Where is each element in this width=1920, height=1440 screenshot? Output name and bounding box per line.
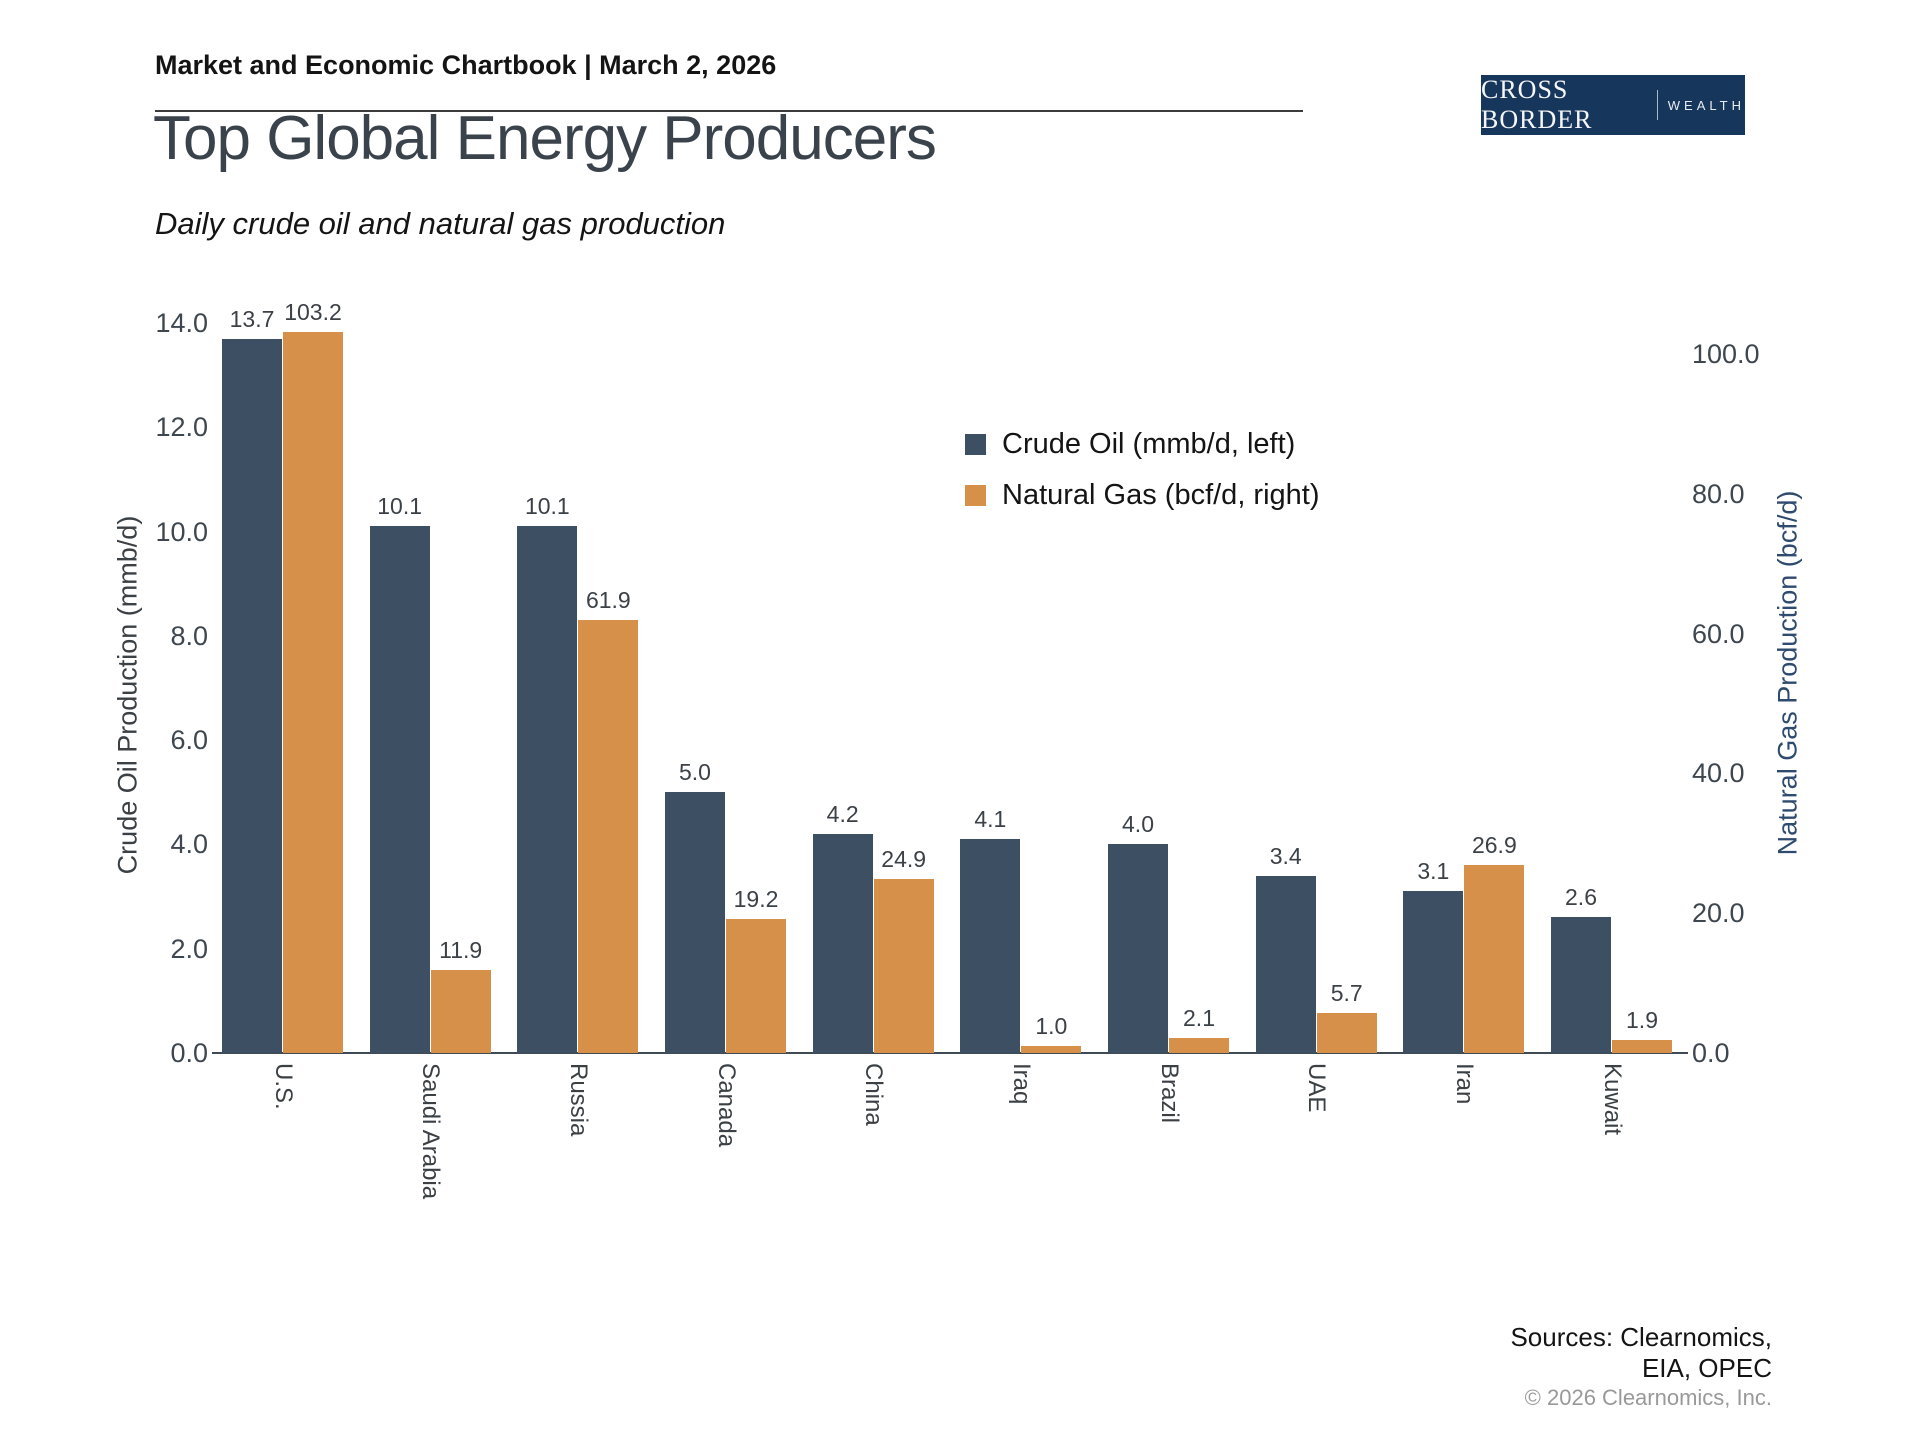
country-label: UAE [1303,1063,1331,1113]
crude-bar [1108,844,1169,1053]
crude-bar [812,834,873,1053]
crude-bar [1255,876,1316,1053]
crude-bar [369,526,430,1053]
page-subtitle: Daily crude oil and natural gas producti… [155,206,726,241]
x-axis-line [212,1052,1688,1054]
crude-bar [1551,917,1612,1053]
left-axis-tick-label: 14.0 [155,308,208,338]
brand-logo: CROSS BORDER WEALTH [1481,75,1745,135]
left-axis-tick-label: 4.0 [170,829,208,860]
legend-label-natural-gas: Natural Gas (bcf/d, right) [1002,479,1320,511]
left-axis-tick-label: 0.0 [170,1038,208,1068]
country-label: Canada [712,1063,740,1148]
left-axis-tick-label: 2.0 [170,933,208,964]
crude-value-label: 3.1 [1417,858,1450,884]
crude-value-label: 13.7 [229,306,275,332]
left-axis-tick-label: 8.0 [170,620,208,651]
gas-bar [430,970,491,1053]
left-axis-tick-label: 10.0 [155,516,208,547]
crude-bar [665,792,725,1053]
gas-bar [1169,1038,1230,1053]
gas-value-label: 26.9 [1471,832,1517,858]
right-axis-tick-label: 0.0 [1692,1038,1730,1068]
copyright-note: © 2026 Clearnomics, Inc. [1524,1385,1772,1410]
gas-value-label: 2.1 [1183,1005,1215,1031]
gas-bar [1316,1013,1377,1053]
natural-gas-swatch-icon [965,485,986,506]
crude-value-label: 5.0 [679,759,711,785]
right-axis-tick-label: 40.0 [1692,758,1745,789]
country-label: Saudi Arabia [417,1063,445,1200]
chart-legend: Crude Oil (mmb/d, left) Natural Gas (bcf… [965,428,1320,530]
gas-value-label: 1.0 [1035,1013,1068,1039]
crude-bar [1403,891,1464,1053]
gas-value-label: 19.2 [733,886,779,912]
brand-logo-secondary: WEALTH [1667,97,1745,113]
crude-value-label: 3.4 [1269,843,1302,869]
gas-value-label: 1.9 [1626,1007,1658,1033]
gas-value-label: 11.9 [439,937,483,963]
gas-bar [1612,1040,1673,1053]
crude-value-label: 4.1 [974,806,1007,832]
country-label: China [860,1063,888,1126]
country-label: Russia [564,1063,592,1137]
gas-bar [726,919,786,1053]
right-axis-tick-label: 100.0 [1692,339,1760,369]
sources-line-2: EIA, OPEC [1641,1353,1772,1383]
crude-bar [222,339,282,1053]
gas-bar [1464,865,1525,1053]
crude-value-label: 2.6 [1565,884,1597,910]
gas-bar [283,332,343,1053]
country-label: U.S. [269,1063,297,1110]
crude-value-label: 4.0 [1122,811,1154,837]
gas-value-label: 61.9 [585,587,631,613]
gas-bar [578,620,639,1053]
crude-value-label: 10.1 [524,493,570,519]
country-label: Kuwait [1598,1063,1626,1136]
legend-label-crude-oil: Crude Oil (mmb/d, left) [1002,428,1296,460]
country-label: Brazil [1155,1063,1183,1124]
right-axis-tick-label: 80.0 [1692,478,1745,509]
sources-line-1: Sources: Clearnomics, [1510,1322,1772,1352]
gas-bar [873,879,934,1053]
gas-bar [1021,1046,1082,1053]
report-header: Market and Economic Chartbook | March 2,… [155,50,777,80]
crude-bar [960,839,1021,1053]
gas-value-label: 103.2 [284,299,342,325]
gas-value-label: 5.7 [1330,980,1363,1006]
header-divider [155,110,1303,112]
page-title: Top Global Energy Producers [153,104,937,173]
country-label: Iraq [1007,1063,1035,1105]
crude-value-label: 10.1 [377,493,423,519]
right-axis-tick-label: 20.0 [1692,898,1745,929]
crude-bar [517,526,578,1053]
brand-logo-primary: CROSS BORDER [1481,75,1593,134]
crude-oil-swatch-icon [965,434,986,455]
right-axis-title: Natural Gas Production (bcf/d) [1772,490,1803,856]
left-axis-tick-label: 12.0 [155,412,208,443]
legend-item-natural-gas: Natural Gas (bcf/d, right) [965,479,1320,512]
brand-logo-divider [1656,90,1658,120]
sources-note: Sources: Clearnomics, EIA, OPEC [1510,1322,1772,1384]
left-axis-tick-label: 6.0 [170,725,208,756]
right-axis-tick-label: 60.0 [1692,618,1745,649]
crude-value-label: 4.2 [826,801,859,827]
gas-value-label: 24.9 [881,846,927,872]
legend-item-crude-oil: Crude Oil (mmb/d, left) [965,428,1320,461]
country-label: Iran [1450,1063,1478,1105]
left-axis-title: Crude Oil Production (mmb/d) [112,515,143,875]
